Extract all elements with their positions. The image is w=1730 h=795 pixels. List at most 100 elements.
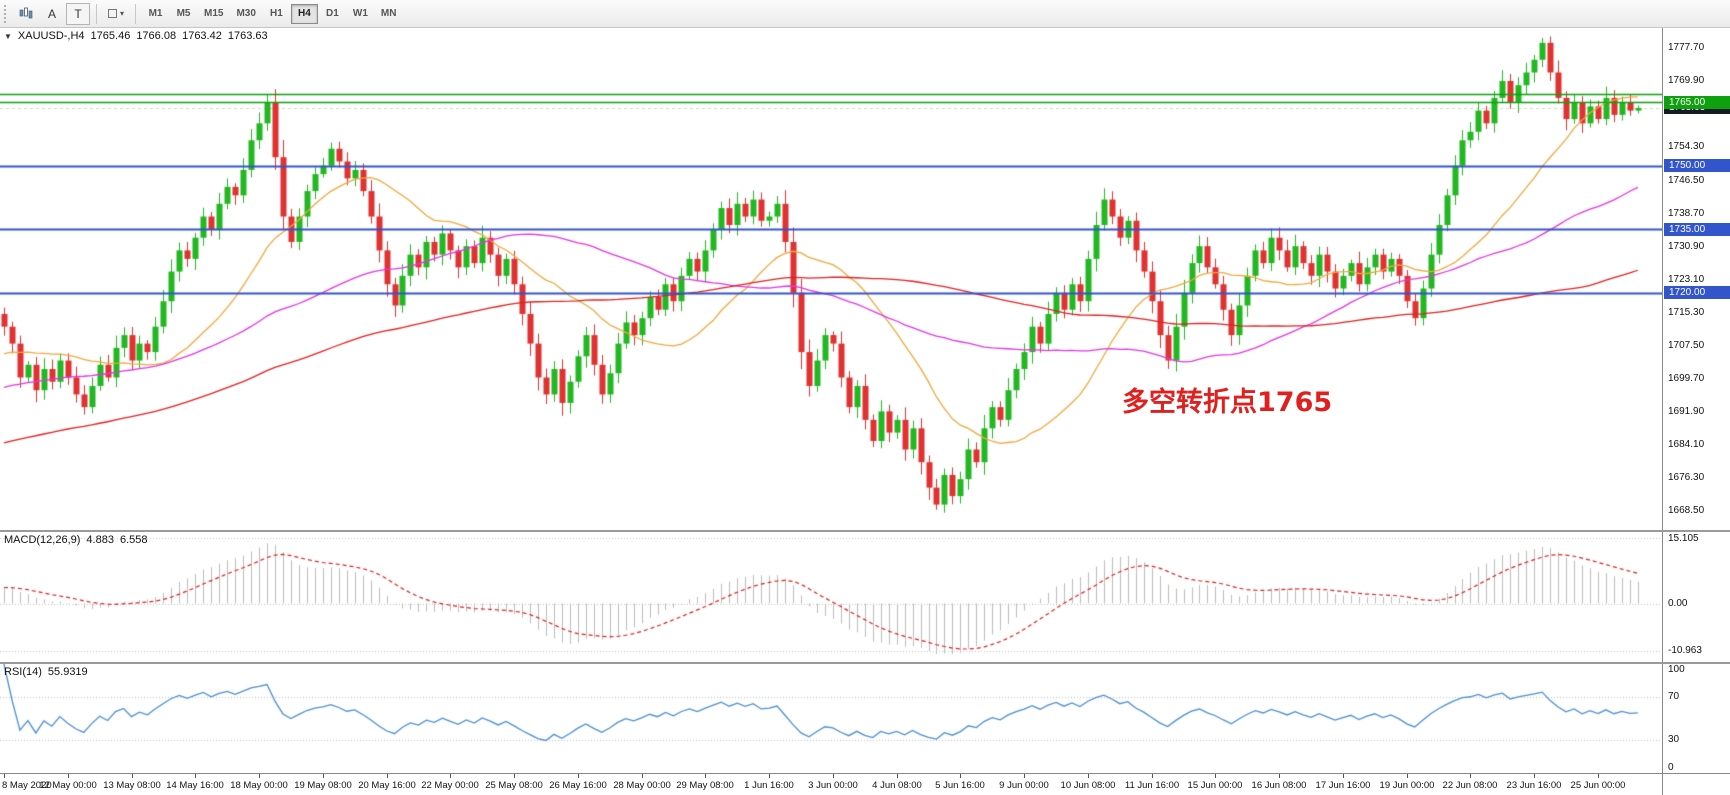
macd-canvas[interactable]: [0, 532, 1662, 662]
rsi-value: 55.9319: [47, 666, 88, 678]
rsi-axis[interactable]: 100 70 30 0: [1662, 664, 1730, 773]
macd-axis-tick: -10.963: [1668, 645, 1702, 656]
timeframe-mn-button[interactable]: MN: [375, 4, 403, 24]
time-tick: [450, 774, 451, 778]
timeframe-h1-button[interactable]: H1: [263, 4, 290, 24]
shapes-icon: [108, 9, 117, 18]
open-value: 1765.46: [90, 30, 131, 42]
price-badge-1750.00: 1750.00: [1664, 159, 1730, 173]
price-tick: 1738.70: [1668, 207, 1705, 219]
time-tick: [259, 774, 260, 778]
toolbar-grip[interactable]: [4, 4, 8, 23]
rsi-axis-tick: 0: [1668, 762, 1674, 773]
timeframe-toolbar: M1 M5 M15 M30 H1 H4 D1 W1 MN: [142, 3, 403, 24]
price-tick: 1668.50: [1668, 504, 1705, 516]
chart-ohlc-title: ▼ XAUUSD-,H4 1765.46 1766.08 1763.42 176…: [4, 30, 268, 42]
time-axis[interactable]: 8 May 2020 12 May 00:00 13 May 08:00 14 May…: [0, 773, 1730, 795]
time-tick: [68, 774, 69, 778]
time-label: 28 May 00:00: [613, 780, 671, 791]
timeframe-d1-button[interactable]: D1: [319, 4, 346, 24]
timeframe-h4-button[interactable]: H4: [290, 3, 318, 24]
price-badge-1765.00: 1765.00: [1664, 95, 1730, 109]
text-tool-button[interactable]: T: [66, 2, 90, 25]
price-tick: 1707.50: [1668, 339, 1705, 351]
rsi-name: RSI(14): [4, 666, 42, 678]
time-label: 14 May 16:00: [166, 780, 224, 791]
time-tick: [514, 774, 515, 778]
candlestick-chart-icon: [19, 7, 33, 19]
timeframe-m30-button[interactable]: M30: [230, 4, 261, 24]
shapes-dropdown-button[interactable]: ▾: [103, 3, 129, 25]
time-label: 9 Jun 00:00: [999, 780, 1049, 791]
timeframe-w1-button[interactable]: W1: [347, 4, 374, 24]
time-tick: [1279, 774, 1280, 778]
price-tick: 1691.90: [1668, 405, 1705, 417]
time-tick: [642, 774, 643, 778]
rsi-canvas[interactable]: [0, 664, 1662, 773]
time-tick: [323, 774, 324, 778]
main-chart-canvas[interactable]: [0, 28, 1662, 530]
time-tick: [1470, 774, 1471, 778]
timeframe-m15-button[interactable]: M15: [198, 4, 229, 24]
time-label: 17 Jun 16:00: [1315, 780, 1371, 791]
time-label: 13 May 08:00: [103, 780, 161, 791]
chevron-down-icon: ▾: [120, 9, 125, 18]
macd-value-signal: 6.558: [119, 534, 148, 546]
time-label: 10 Jun 08:00: [1060, 780, 1116, 791]
price-axis[interactable]: 1777.70 1769.90 1754.30 1746.50 1738.70 1730.…: [1662, 28, 1730, 530]
high-value: 1766.08: [136, 30, 177, 42]
time-label: 26 May 16:00: [549, 780, 607, 791]
chart-annotation-text[interactable]: 多空转折点1765: [1122, 387, 1333, 418]
toolbar-separator: [135, 3, 137, 24]
panel-separator[interactable]: [0, 662, 1730, 664]
macd-label-row: MACD(12,26,9) 4.883 6.558: [4, 534, 147, 546]
price-tick: 1715.30: [1668, 306, 1705, 318]
symbol-label: XAUUSD-,H4: [17, 30, 85, 42]
price-tick: 1754.30: [1668, 141, 1705, 153]
macd-axis-tick: 15.105: [1668, 533, 1699, 544]
cursor-tool-button[interactable]: A: [40, 3, 64, 25]
time-label: 19 May 08:00: [294, 780, 352, 791]
time-tick: [705, 774, 706, 778]
time-label: 25 Jun 00:00: [1570, 780, 1626, 791]
time-label: 23 Jun 16:00: [1506, 780, 1562, 791]
charts-button[interactable]: [14, 3, 38, 25]
time-tick: [960, 774, 961, 778]
time-label: 22 Jun 08:00: [1442, 780, 1498, 791]
price-tick: 1746.50: [1668, 174, 1705, 186]
time-tick: [1534, 774, 1535, 778]
time-tick: [1598, 774, 1599, 778]
time-label: 3 Jun 00:00: [808, 780, 858, 791]
rsi-axis-tick: 30: [1668, 734, 1680, 746]
time-tick: [578, 774, 579, 778]
low-value: 1763.42: [182, 30, 222, 42]
price-tick: 1676.30: [1668, 471, 1705, 483]
price-tick: 1723.10: [1668, 273, 1705, 285]
time-tick: [897, 774, 898, 778]
time-tick: [769, 774, 770, 778]
price-tick: 1699.70: [1668, 372, 1705, 384]
rsi-axis-tick: 70: [1668, 690, 1680, 702]
time-tick: [1088, 774, 1089, 778]
price-tick: 1684.10: [1668, 438, 1705, 450]
time-label: 25 May 08:00: [485, 780, 543, 791]
macd-axis[interactable]: 15.105 0.00 -10.963: [1662, 532, 1730, 662]
timeframe-m5-button[interactable]: M5: [170, 4, 197, 24]
time-label: 4 Jun 08:00: [872, 780, 922, 791]
price-badge-1735.00: 1735.00: [1664, 222, 1730, 236]
macd-value-main: 4.883: [86, 534, 114, 546]
time-label: 22 May 00:00: [421, 780, 479, 791]
time-tick: [833, 774, 834, 778]
price-tick: 1777.70: [1668, 42, 1705, 54]
time-tick: [1024, 774, 1025, 778]
macd-name: MACD(12,26,9): [4, 534, 81, 546]
rsi-label-row: RSI(14) 55.9319: [4, 666, 88, 678]
panel-separator[interactable]: [0, 530, 1730, 532]
timeframe-m1-button[interactable]: M1: [142, 4, 169, 24]
collapse-caret-icon[interactable]: ▼: [4, 32, 12, 41]
time-label: 19 Jun 00:00: [1379, 780, 1435, 791]
time-tick: [4, 774, 5, 778]
macd-axis-tick: 0.00: [1668, 597, 1688, 609]
axis-corner-line: [1662, 774, 1663, 795]
